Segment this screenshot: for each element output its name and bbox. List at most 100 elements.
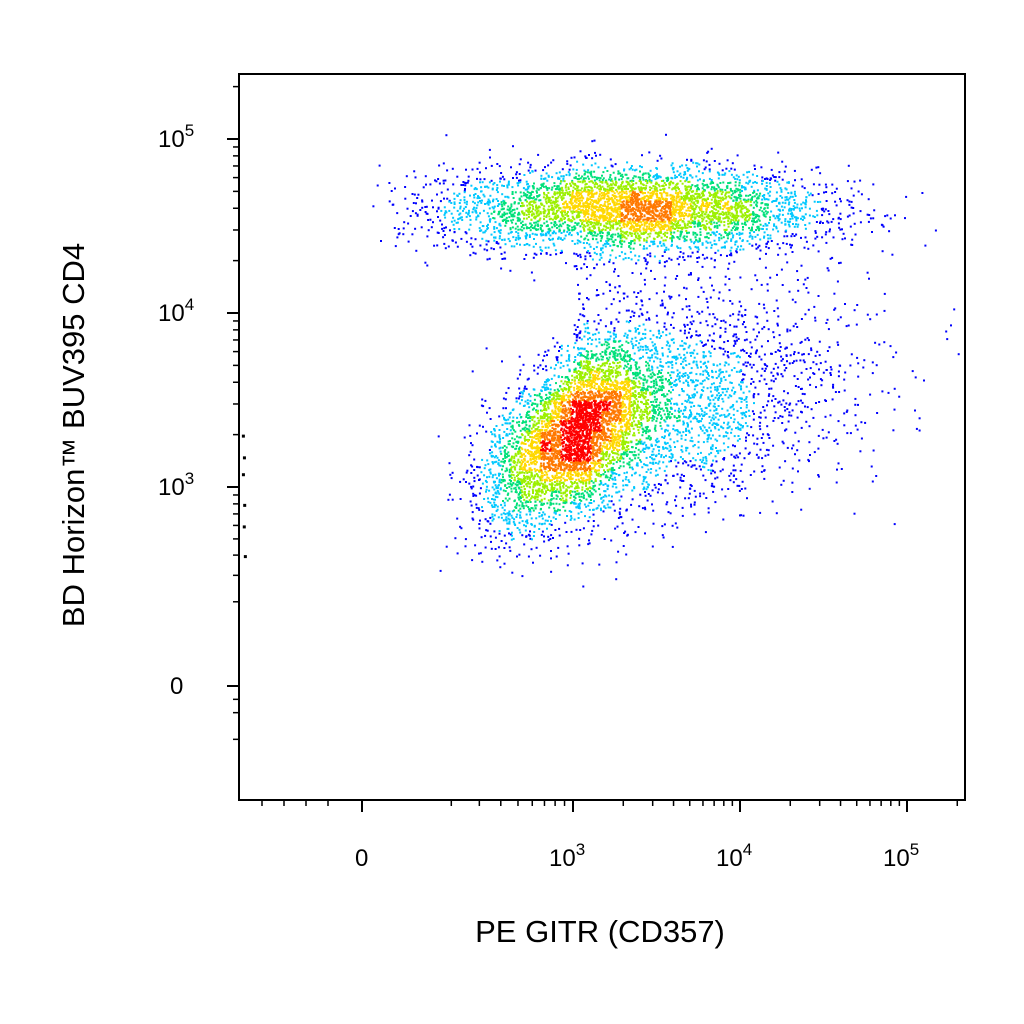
- event-point: [710, 472, 712, 474]
- event-point: [480, 202, 482, 204]
- event-point: [643, 487, 645, 489]
- event-point: [499, 181, 501, 183]
- event-point: [641, 338, 643, 340]
- event-point: [699, 178, 701, 180]
- event-point: [613, 338, 615, 340]
- event-point: [765, 417, 767, 419]
- event-point: [784, 430, 786, 432]
- event-point: [702, 244, 704, 246]
- event-point: [861, 438, 863, 440]
- event-point: [534, 525, 536, 527]
- event-point: [651, 354, 653, 356]
- event-point: [757, 393, 759, 395]
- event-point: [757, 189, 759, 191]
- event-point: [592, 334, 594, 336]
- event-point: [769, 182, 771, 184]
- event-point: [739, 232, 741, 234]
- event-point: [696, 343, 698, 345]
- event-point: [746, 171, 748, 173]
- event-point: [741, 464, 743, 466]
- event-point: [596, 329, 598, 331]
- event-point: [528, 393, 530, 395]
- event-point: [749, 243, 751, 245]
- event-point: [687, 382, 689, 384]
- event-point: [680, 357, 682, 359]
- event-point: [659, 337, 661, 339]
- event-point: [747, 183, 749, 185]
- event-point: [533, 238, 535, 240]
- event-point: [532, 227, 534, 229]
- event-point: [630, 365, 632, 367]
- event-point: [613, 262, 615, 264]
- event-point: [681, 438, 683, 440]
- event-point: [686, 232, 688, 234]
- event-point: [584, 504, 586, 506]
- event-point: [753, 201, 755, 203]
- event-point: [426, 265, 428, 267]
- event-point: [852, 207, 854, 209]
- event-point: [740, 470, 742, 472]
- event-point: [502, 437, 504, 439]
- event-point: [643, 324, 645, 326]
- event-point: [506, 522, 508, 524]
- event-point: [694, 416, 696, 418]
- event-point: [443, 162, 445, 164]
- event-point: [492, 183, 494, 185]
- event-point: [525, 254, 527, 256]
- event-point: [567, 545, 569, 547]
- event-point: [554, 346, 556, 348]
- event-point: [445, 247, 447, 249]
- event-point: [800, 411, 802, 413]
- event-point: [512, 433, 514, 435]
- event-point: [719, 369, 721, 371]
- event-point: [619, 300, 621, 302]
- event-point: [708, 351, 710, 353]
- event-point: [716, 388, 718, 390]
- event-point: [548, 175, 550, 177]
- event-point: [715, 416, 717, 418]
- event-point: [608, 479, 610, 481]
- event-point: [554, 510, 556, 512]
- event-point: [709, 416, 711, 418]
- event-point: [412, 210, 414, 212]
- event-point: [581, 338, 583, 340]
- event-point: [651, 341, 653, 343]
- event-point: [768, 393, 770, 395]
- event-point: [726, 391, 728, 393]
- event-point: [487, 224, 489, 226]
- event-point: [499, 436, 501, 438]
- event-point: [499, 165, 501, 167]
- event-point: [609, 338, 611, 340]
- event-point: [615, 486, 617, 488]
- event-point: [738, 384, 740, 386]
- event-point: [702, 183, 704, 185]
- event-point: [649, 253, 651, 255]
- event-point: [799, 359, 801, 361]
- event-point: [600, 254, 602, 256]
- event-point: [691, 367, 693, 369]
- event-point: [664, 429, 666, 431]
- event-point: [773, 223, 775, 225]
- event-point: [759, 239, 761, 241]
- event-point: [617, 245, 619, 247]
- event-point: [587, 239, 589, 241]
- event-point: [652, 334, 654, 336]
- event-point: [665, 378, 667, 380]
- event-point: [578, 319, 580, 321]
- event-point: [494, 514, 496, 516]
- event-point: [792, 468, 794, 470]
- event-point: [789, 208, 791, 210]
- event-point: [808, 339, 810, 341]
- event-point: [842, 238, 844, 240]
- event-point: [485, 529, 487, 531]
- event-point: [652, 451, 654, 453]
- event-point: [514, 438, 516, 440]
- event-point: [690, 440, 692, 442]
- event-point: [508, 441, 510, 443]
- event-point: [465, 545, 467, 547]
- event-point: [474, 209, 476, 211]
- event-point: [619, 508, 621, 510]
- event-point: [493, 226, 495, 228]
- event-point: [475, 253, 477, 255]
- event-point: [695, 496, 697, 498]
